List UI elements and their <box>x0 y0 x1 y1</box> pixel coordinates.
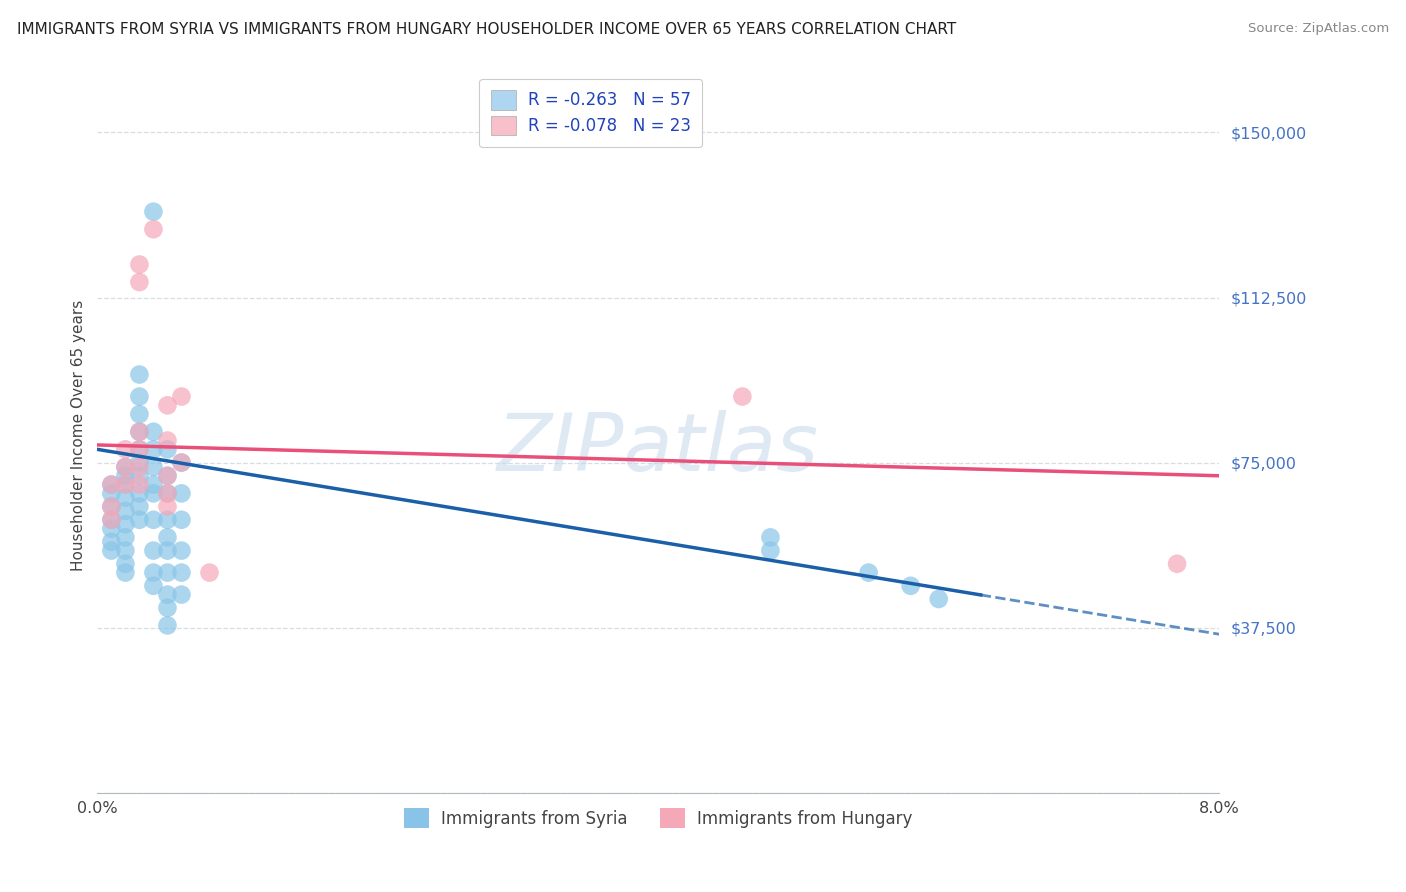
Point <box>128 425 150 439</box>
Text: ZIPatlas: ZIPatlas <box>498 410 820 488</box>
Point <box>114 477 136 491</box>
Point <box>100 500 122 514</box>
Point <box>100 486 122 500</box>
Point <box>128 468 150 483</box>
Point <box>142 425 165 439</box>
Point <box>198 566 221 580</box>
Point <box>100 500 122 514</box>
Point <box>759 530 782 544</box>
Point <box>858 566 880 580</box>
Point <box>128 442 150 457</box>
Point <box>128 390 150 404</box>
Y-axis label: Householder Income Over 65 years: Householder Income Over 65 years <box>72 300 86 571</box>
Point <box>128 513 150 527</box>
Point <box>128 368 150 382</box>
Point <box>142 459 165 474</box>
Point <box>100 513 122 527</box>
Point <box>142 486 165 500</box>
Point <box>142 579 165 593</box>
Point <box>100 522 122 536</box>
Point <box>900 579 922 593</box>
Point <box>170 486 193 500</box>
Point <box>170 456 193 470</box>
Point <box>1166 557 1188 571</box>
Point <box>128 407 150 421</box>
Text: Source: ZipAtlas.com: Source: ZipAtlas.com <box>1249 22 1389 36</box>
Point <box>142 204 165 219</box>
Text: IMMIGRANTS FROM SYRIA VS IMMIGRANTS FROM HUNGARY HOUSEHOLDER INCOME OVER 65 YEAR: IMMIGRANTS FROM SYRIA VS IMMIGRANTS FROM… <box>17 22 956 37</box>
Point <box>156 468 179 483</box>
Point <box>156 500 179 514</box>
Point <box>156 468 179 483</box>
Point <box>142 477 165 491</box>
Point <box>156 486 179 500</box>
Point <box>114 459 136 474</box>
Point <box>928 592 950 607</box>
Point <box>759 543 782 558</box>
Point <box>170 513 193 527</box>
Point <box>128 442 150 457</box>
Point <box>170 566 193 580</box>
Point <box>114 517 136 532</box>
Point <box>156 398 179 412</box>
Point <box>128 456 150 470</box>
Point <box>114 477 136 491</box>
Point <box>170 456 193 470</box>
Point <box>156 442 179 457</box>
Point <box>128 486 150 500</box>
Point <box>142 566 165 580</box>
Point <box>156 513 179 527</box>
Point <box>100 477 122 491</box>
Point <box>100 543 122 558</box>
Point <box>142 222 165 236</box>
Point <box>114 442 136 457</box>
Point <box>114 543 136 558</box>
Point <box>100 534 122 549</box>
Point <box>156 618 179 632</box>
Point <box>731 390 754 404</box>
Point <box>156 486 179 500</box>
Point <box>128 425 150 439</box>
Point <box>100 513 122 527</box>
Legend: Immigrants from Syria, Immigrants from Hungary: Immigrants from Syria, Immigrants from H… <box>398 802 920 834</box>
Point <box>170 390 193 404</box>
Point <box>156 434 179 448</box>
Point <box>170 588 193 602</box>
Point <box>114 491 136 505</box>
Point <box>142 543 165 558</box>
Point <box>156 600 179 615</box>
Point <box>128 275 150 289</box>
Point <box>156 543 179 558</box>
Point <box>170 543 193 558</box>
Point <box>142 442 165 457</box>
Point <box>128 477 150 491</box>
Point <box>114 468 136 483</box>
Point <box>128 459 150 474</box>
Point <box>114 504 136 518</box>
Point <box>114 530 136 544</box>
Point <box>156 530 179 544</box>
Point <box>114 566 136 580</box>
Point <box>128 500 150 514</box>
Point <box>156 566 179 580</box>
Point <box>142 513 165 527</box>
Point <box>100 477 122 491</box>
Point <box>114 557 136 571</box>
Point <box>156 588 179 602</box>
Point <box>128 258 150 272</box>
Point <box>114 459 136 474</box>
